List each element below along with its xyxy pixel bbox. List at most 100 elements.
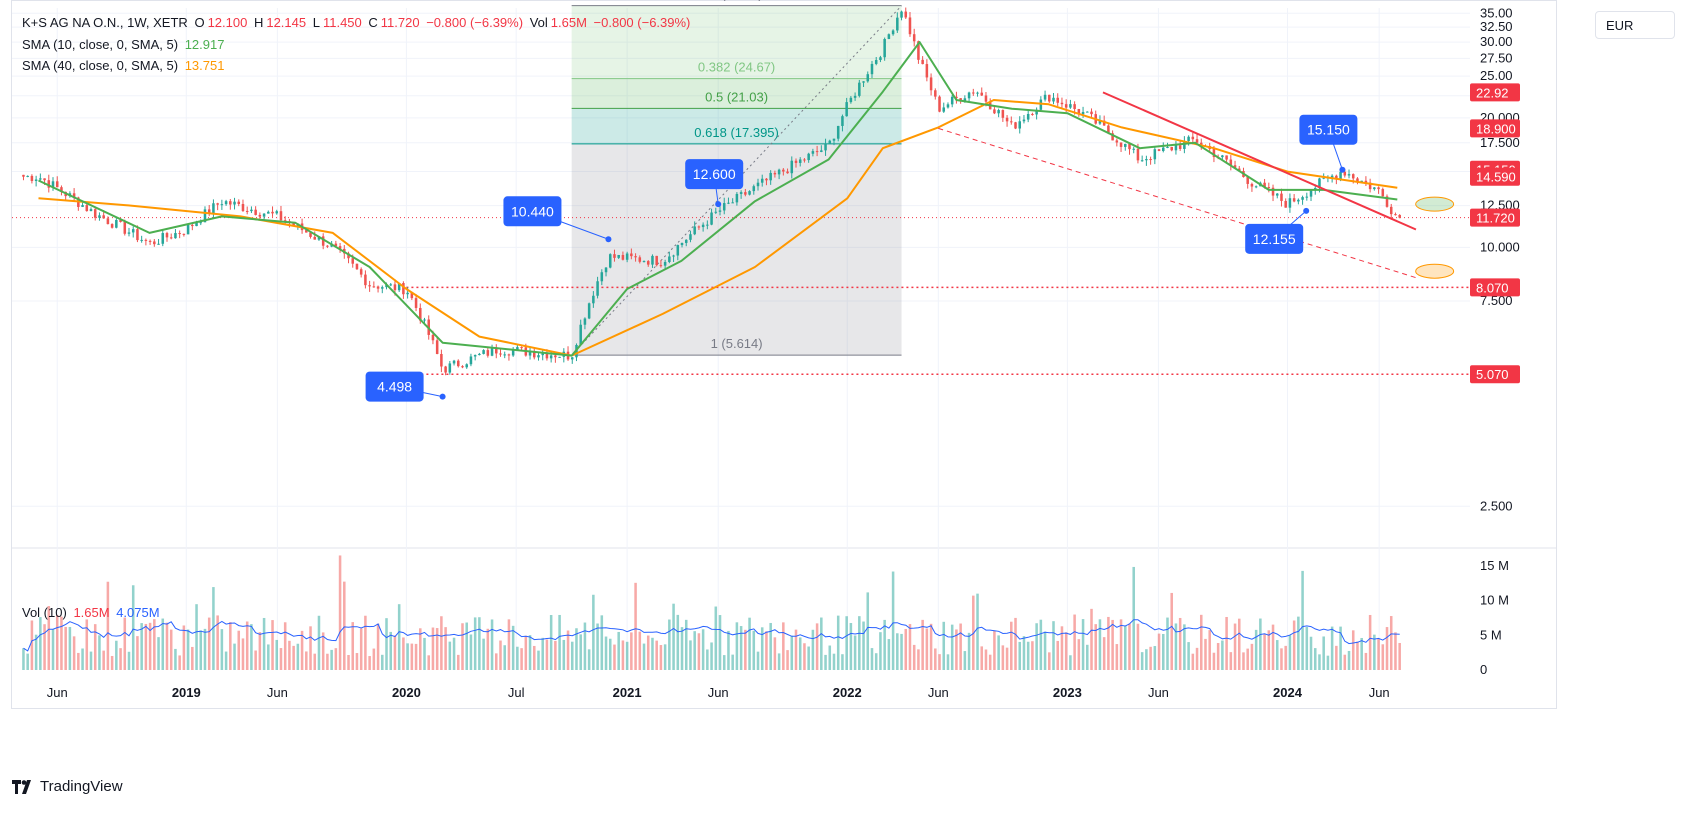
candle-body	[1250, 183, 1254, 187]
volume-bar	[1398, 642, 1401, 670]
candle-body	[1174, 145, 1178, 151]
volume-bar	[1297, 616, 1300, 670]
sma40-legend[interactable]: SMA (40, close, 0, SMA, 5) 13.751	[22, 58, 227, 73]
candle-body	[495, 347, 498, 354]
marker-box[interactable]	[365, 371, 424, 402]
candle-body	[950, 96, 954, 105]
volume-bar	[305, 651, 308, 670]
candle-body	[794, 160, 798, 163]
candle-body	[697, 226, 701, 228]
x-tick-label: Jun	[1148, 685, 1169, 700]
target-ellipse-upper[interactable]	[1415, 196, 1455, 212]
volume-bar	[668, 619, 671, 670]
candle-body	[81, 205, 84, 207]
candle-body	[359, 269, 363, 275]
candle-body	[376, 286, 380, 289]
tradingview-logo[interactable]: TradingView	[12, 778, 123, 795]
candle-body	[887, 34, 891, 40]
candle-body	[1035, 109, 1038, 115]
resistance-trendline[interactable]	[1102, 91, 1417, 231]
volume-bar	[343, 581, 346, 670]
volume-bar	[338, 555, 342, 670]
volume-bar	[26, 653, 29, 670]
candle-body	[224, 201, 228, 205]
candle-body	[195, 222, 198, 227]
volume-bar	[98, 635, 101, 670]
low-label: L	[312, 15, 320, 30]
marker-box[interactable]	[685, 159, 744, 190]
candle-body	[1318, 178, 1321, 189]
fib-level-label: 0 (36.45)	[711, 0, 763, 2]
volume-bar	[1048, 652, 1051, 670]
volume-bar	[30, 620, 34, 670]
fib-level-label: 1 (5.614)	[711, 336, 763, 351]
candle-body	[976, 92, 979, 94]
volume-bar	[592, 594, 595, 670]
volume-bar	[980, 646, 984, 670]
target-ellipse-lower[interactable]	[1415, 263, 1455, 279]
candle-body	[1284, 200, 1287, 208]
volume-ma-line[interactable]	[23, 619, 1400, 652]
candle-body	[165, 233, 169, 238]
x-tick-label: Jun	[928, 685, 949, 700]
marker-box[interactable]	[503, 196, 562, 227]
volume-bar	[1178, 617, 1182, 670]
volume-bar	[178, 655, 181, 670]
candle-body	[967, 92, 971, 99]
volume-bar	[478, 617, 481, 670]
candle-body	[1322, 177, 1325, 179]
candle-body	[1385, 196, 1389, 207]
volume-legend[interactable]: Vol (10) 1.65M 4.075M	[22, 605, 163, 620]
candle-body	[85, 205, 89, 212]
candle-body	[1069, 104, 1072, 108]
volume-bar	[444, 627, 447, 670]
volume-bar	[765, 631, 768, 670]
candle-body	[1339, 171, 1342, 179]
marker-box[interactable]	[1299, 114, 1358, 145]
candle-body	[144, 239, 148, 241]
symbol-label[interactable]: K+S AG NA O.N., 1W, XETR	[22, 15, 188, 30]
price-label-box	[1470, 167, 1520, 186]
candle-body	[60, 187, 63, 192]
support-trendline[interactable]	[938, 127, 1417, 279]
volume-bar	[237, 630, 241, 670]
candle-body	[1368, 182, 1372, 190]
candle-body	[1060, 102, 1064, 105]
volume-bar	[782, 622, 785, 670]
volume-bar	[140, 623, 143, 670]
volume-bar	[376, 623, 380, 670]
currency-selector[interactable]: EUR	[1595, 11, 1675, 39]
y-tick-label: 10.000	[1480, 239, 1520, 254]
volume-bar	[511, 625, 515, 670]
sma40-line[interactable]	[38, 99, 1398, 357]
volume-bar	[722, 655, 726, 670]
candle-body	[115, 220, 118, 228]
candle-body	[1043, 94, 1047, 100]
x-tick-label: 2024	[1273, 685, 1303, 700]
volume-bar	[199, 630, 203, 670]
volume-bar	[1292, 620, 1296, 670]
volume-bar	[1166, 617, 1169, 670]
candle-body	[1330, 175, 1334, 178]
volume-bar	[934, 648, 937, 670]
candle-body	[440, 353, 443, 367]
volume-bar	[448, 641, 452, 670]
sma10-line[interactable]	[38, 41, 1398, 357]
volume-bar	[283, 622, 287, 670]
marker-dot	[605, 236, 612, 243]
volume-bar	[372, 648, 376, 670]
volume-bar	[216, 615, 219, 670]
candle-body	[718, 210, 722, 212]
volume-bar	[452, 637, 456, 670]
candle-body	[283, 220, 287, 222]
candle-body	[651, 255, 654, 265]
volume-bar	[748, 617, 751, 670]
volume-bar	[1115, 644, 1119, 670]
volume-bar	[849, 623, 853, 670]
marker-box[interactable]	[1245, 223, 1304, 254]
volume-bar	[427, 655, 430, 670]
sma10-legend[interactable]: SMA (10, close, 0, SMA, 5) 12.917	[22, 37, 227, 52]
candle-body	[769, 172, 772, 181]
volume-bar	[558, 614, 561, 670]
